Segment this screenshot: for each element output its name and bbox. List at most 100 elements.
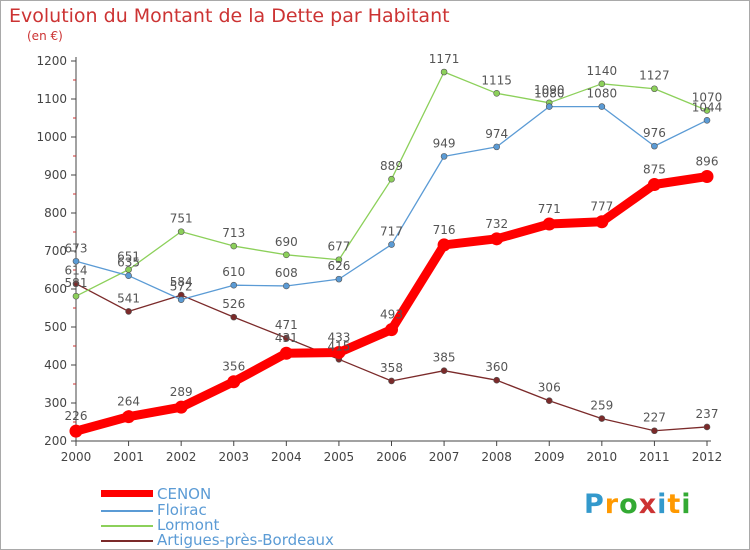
data-point: [651, 142, 658, 150]
y-tick-label: 300: [44, 396, 67, 410]
data-label: 716: [433, 223, 456, 237]
data-label: 896: [696, 155, 719, 169]
data-point: [493, 90, 500, 97]
data-point: [227, 375, 241, 389]
data-label: 433: [327, 330, 350, 344]
x-tick-label: 2000: [61, 450, 92, 464]
logo-letter: i: [681, 489, 692, 520]
y-tick-label: 200: [44, 434, 67, 448]
data-point: [440, 153, 448, 160]
data-label: 289: [170, 385, 193, 399]
data-label: 1044: [692, 100, 723, 114]
data-label: 471: [275, 318, 298, 332]
data-point: [69, 424, 83, 438]
y-tick-label: 900: [44, 168, 67, 182]
data-point: [174, 400, 188, 414]
data-point: [595, 215, 609, 229]
data-label: 690: [275, 235, 298, 249]
data-point: [388, 241, 395, 248]
logo-letter: o: [619, 489, 639, 520]
data-point: [72, 292, 80, 300]
y-tick-label: 700: [44, 244, 67, 258]
y-tick-label: 600: [44, 282, 67, 296]
data-point: [703, 423, 711, 431]
logo-letter: P: [584, 489, 605, 520]
legend-label-lormont: Lormont: [157, 516, 220, 534]
data-label: 751: [170, 212, 193, 226]
data-point: [542, 217, 556, 231]
data-label: 626: [327, 259, 350, 273]
data-label: 306: [538, 381, 561, 395]
x-tick-label: 2011: [639, 450, 670, 464]
data-label: 717: [380, 225, 403, 239]
chart-subtitle: (en €): [27, 29, 63, 43]
data-label: 610: [222, 265, 245, 279]
y-tick-label: 800: [44, 206, 67, 220]
x-tick-label: 2010: [587, 450, 618, 464]
data-label: 358: [380, 361, 403, 375]
data-point: [440, 68, 448, 76]
data-point: [335, 275, 343, 283]
data-label: 1090: [534, 83, 565, 97]
data-label: 541: [117, 291, 140, 305]
data-label: 581: [65, 276, 88, 290]
data-point: [385, 323, 398, 337]
data-label: 1070: [692, 90, 723, 104]
data-point: [279, 346, 293, 360]
logo-letter: i: [657, 489, 668, 520]
data-point: [388, 175, 395, 183]
data-label: 1115: [481, 73, 512, 87]
data-label: 713: [222, 226, 245, 240]
data-point: [437, 238, 451, 252]
x-tick-label: 2012: [692, 450, 723, 464]
data-label: 415: [327, 339, 350, 353]
data-label: 1080: [587, 87, 618, 101]
data-point: [72, 280, 80, 287]
data-label: 356: [222, 360, 245, 374]
data-label: 732: [485, 217, 508, 231]
data-label: 526: [222, 297, 245, 311]
x-tick-label: 2002: [166, 450, 197, 464]
legend-label-cenon: CENON: [157, 485, 212, 503]
logo-letter: t: [667, 489, 682, 520]
data-label: 651: [117, 250, 140, 264]
data-point: [230, 281, 238, 289]
data-point: [283, 282, 290, 290]
y-tick-label: 500: [44, 320, 67, 334]
data-label: 264: [117, 395, 140, 409]
data-point: [703, 116, 711, 124]
data-label: 976: [643, 126, 666, 140]
data-label: 673: [65, 241, 88, 255]
data-point: [598, 103, 606, 110]
data-label: 572: [170, 280, 193, 294]
data-label: 677: [327, 240, 350, 254]
data-label: 385: [433, 351, 456, 365]
data-label: 493: [380, 308, 403, 322]
legend-swatch-floirac: [101, 510, 153, 512]
data-point: [72, 257, 80, 265]
data-point: [703, 107, 711, 114]
x-tick-label: 2007: [429, 450, 460, 464]
data-point: [493, 376, 500, 384]
y-tick-label: 400: [44, 358, 67, 372]
y-tick-label: 1000: [36, 130, 67, 144]
data-point: [230, 313, 238, 321]
data-point: [283, 334, 290, 342]
data-label: 889: [380, 159, 403, 173]
data-point: [647, 178, 661, 191]
data-label: 949: [433, 136, 456, 150]
x-tick-label: 2001: [113, 450, 144, 464]
data-label: 608: [275, 266, 298, 280]
data-label: 777: [590, 200, 613, 214]
x-tick-label: 2006: [376, 450, 407, 464]
x-tick-label: 2004: [271, 450, 302, 464]
data-point: [651, 427, 658, 435]
data-label: 1127: [639, 69, 670, 83]
data-point: [388, 377, 395, 385]
data-point: [122, 410, 136, 424]
data-point: [125, 308, 132, 315]
data-label: 1140: [587, 64, 618, 78]
data-point: [283, 251, 290, 259]
